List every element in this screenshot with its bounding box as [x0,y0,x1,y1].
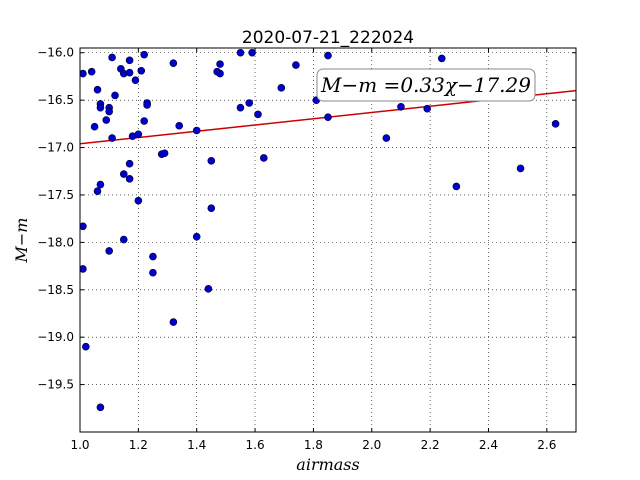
data-point [169,59,178,67]
data-point [143,101,151,109]
data-point [216,60,224,68]
data-point [102,116,111,124]
data-point [93,187,102,195]
data-point [192,126,201,135]
annotation-box: M−m =0.33χ−17.29 [316,68,536,102]
fit-equation: M−m =0.33χ−17.29 [320,73,531,97]
data-point [125,68,134,77]
data-point [125,175,134,183]
data-point [207,157,216,165]
data-point [108,134,116,142]
data-point [277,84,286,92]
data-point [80,265,87,273]
data-point [149,252,157,261]
data-point [216,69,224,78]
x-tick-label: 2.0 [362,438,381,452]
data-point [105,107,113,116]
data-point [125,159,134,168]
data-point [397,102,405,111]
y-tick-label: −19.5 [37,378,74,392]
data-point [137,66,146,75]
data-point [248,48,256,57]
ticks: 1.0 1.2 1.4 1.6 1.8 2.0 2.2 2.4 2.6 −16.0 −16.5 −17… [37,46,576,452]
data-point [149,268,157,277]
annotation-frame [316,68,536,102]
data-point [169,318,178,326]
data-point [96,180,105,189]
data-point [119,170,128,178]
data-point [96,103,105,112]
y-tick-label: −17.0 [37,141,74,155]
data-point [324,51,332,60]
x-tick-label: 1.4 [187,438,206,452]
data-point [254,110,262,119]
data-point [105,247,113,255]
data-point [382,134,391,142]
data-point [111,91,119,100]
data-point [204,285,213,293]
x-tick-label: 1.0 [70,438,89,452]
data-point [108,53,116,62]
chart-title: 2020-07-21_222024 [242,28,414,48]
data-point [131,76,140,85]
data-point [80,222,87,231]
plot-background [80,48,576,432]
data-point [119,235,128,244]
x-tick-label: 2.2 [421,438,440,452]
y-tick-label: −16.0 [37,46,74,60]
x-tick-label: 2.6 [537,438,556,452]
data-point [437,54,446,63]
data-point [260,154,268,162]
data-point [140,50,148,59]
y-tick-label: −17.5 [37,188,74,202]
data-point [245,99,254,107]
y-tick-label: −18.5 [37,283,74,297]
data-point [551,120,560,128]
data-point [80,69,87,78]
data-point [207,204,216,213]
data-point [90,122,99,131]
data-point [82,342,90,351]
x-tick-label: 1.8 [304,438,323,452]
y-tick-label: −16.5 [37,93,74,107]
data-point [93,85,102,94]
data-point [516,164,525,173]
data-point [192,232,201,241]
y-tick-label: −18.0 [37,235,74,249]
x-tick-label: 1.6 [246,438,265,452]
data-point [175,121,183,130]
data-point [236,103,245,112]
data-point [292,61,300,69]
data-point [236,48,245,57]
data-point [324,113,332,122]
plot-frame [79,47,577,433]
data-point [423,104,432,113]
y-tick-label: −19.0 [37,330,74,344]
data-point [134,196,143,205]
data-point [125,56,134,65]
data-point [160,149,169,158]
data-point [87,67,96,76]
data-point [96,403,105,412]
data-point [452,182,461,191]
x-tick-label: 1.2 [129,438,148,452]
x-axis-label: airmass [296,455,359,474]
data-point [134,130,143,139]
x-tick-label: 2.4 [479,438,498,452]
data-point [140,117,148,125]
data-points [80,48,560,412]
y-axis-label: M−m [12,218,31,264]
